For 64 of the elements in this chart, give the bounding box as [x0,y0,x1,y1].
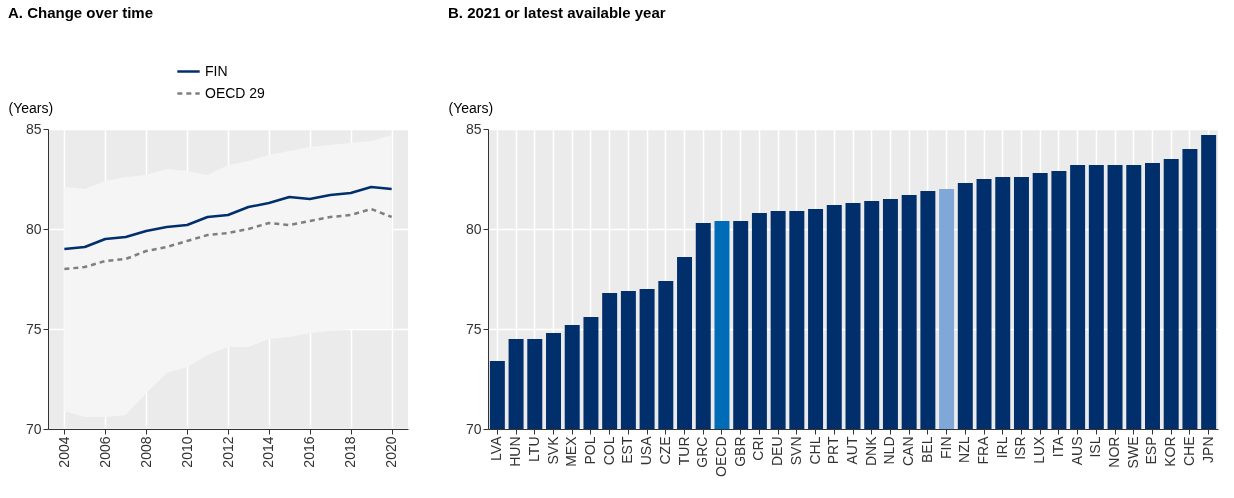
x-tick-label: POL [581,436,598,465]
x-tick-label: 2012 [219,436,236,468]
x-tick-label: 2008 [137,436,154,468]
x-tick-label: ITA [1049,435,1066,458]
x-tick-label: 2004 [55,436,72,468]
x-tick-label: EST [619,436,636,464]
x-tick-label: COL [600,436,617,466]
y-axis-title: (Years) [448,99,494,116]
x-tick-label: AUT [844,436,860,465]
x-tick-label: CZE [656,436,673,465]
y-tick-label: 80 [25,220,42,237]
chart-title: A. Change over time [8,4,154,21]
x-tick-label: FIN [937,436,954,460]
x-tick-label: LTU [525,436,542,462]
x-tick-label: ESP [1143,436,1160,465]
x-tick-label: JPN [1199,436,1216,463]
x-tick-label: USA [638,435,655,466]
x-tick-label: TUR [675,436,692,466]
x-tick-label: 2010 [178,436,195,468]
y-tick-label: 75 [25,320,42,337]
x-tick-label: NOR [1106,436,1123,468]
x-tick-label: ISL [1087,436,1104,458]
x-tick-label: MEX [563,435,580,467]
x-tick-label: BEL [918,436,935,463]
y-tick-label: 80 [465,220,482,237]
x-tick-label: 2016 [301,436,318,468]
x-tick-label: LVA [488,435,505,461]
x-tick-label: OECD [712,436,729,477]
chart-title: B. 2021 or latest available year [448,4,666,21]
x-tick-label: 2014 [260,436,277,468]
x-tick-label: SVK [544,435,561,465]
legend-label: FIN [205,62,228,79]
x-tick-label: 2020 [383,436,400,468]
y-tick-label: 70 [25,420,42,437]
y-tick-label: 70 [465,420,482,437]
x-tick-label: NLD [881,436,898,465]
x-tick-label: KOR [1162,436,1179,467]
x-tick-label: NZL [956,436,973,463]
x-tick-label: CRI [750,436,767,461]
x-tick-label: 2018 [342,436,359,468]
x-tick-label: GRC [694,436,711,468]
line-series [63,207,393,271]
x-tick-label: HUN [507,436,524,467]
x-tick-label: DNK [862,435,879,467]
x-tick-label: CAN [900,436,917,467]
x-tick-label: SVN [787,436,804,466]
x-tick-label: 2006 [96,436,113,468]
x-tick-label: AUS [1068,436,1085,466]
y-tick-label: 75 [465,320,482,337]
x-tick-label: ISR [1012,436,1029,460]
line-series [63,185,393,251]
y-tick-label: 85 [465,120,482,137]
x-tick-label: PRT [825,436,842,465]
x-tick-label: LUX [1031,435,1048,464]
x-tick-label: CHE [1180,436,1197,467]
x-tick-label: CHL [806,436,823,465]
y-tick-label: 85 [25,120,42,137]
x-tick-label: DEU [769,436,786,467]
y-axis-title: (Years) [8,99,54,116]
x-tick-label: FRA [975,435,992,465]
x-tick-label: SWE [1124,436,1141,469]
legend-label: OECD 29 [205,84,266,101]
x-tick-label: IRL [993,436,1010,459]
x-tick-label: GBR [731,436,748,467]
